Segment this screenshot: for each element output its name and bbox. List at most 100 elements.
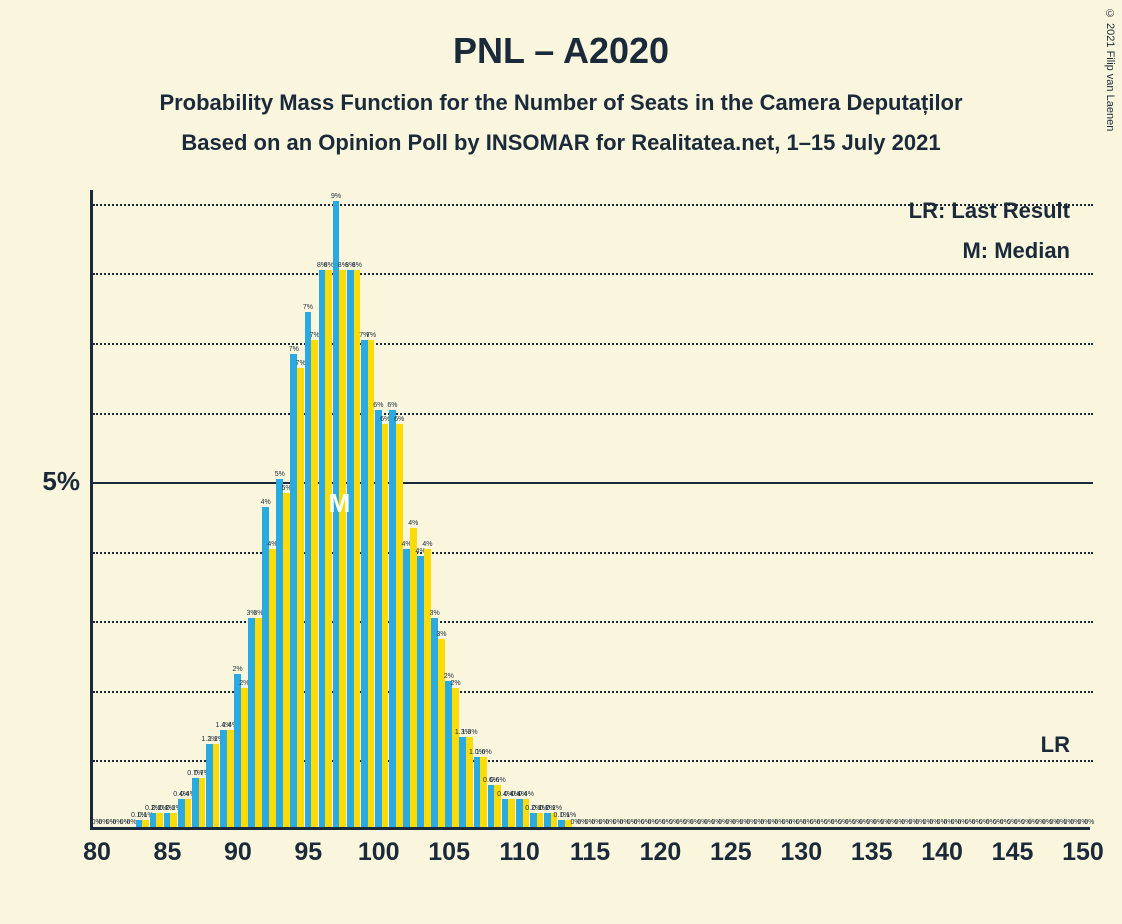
- bar-slot: 0%0%: [839, 187, 853, 827]
- bar-yellow: [354, 270, 361, 827]
- bar-slot: 0%0%: [121, 187, 135, 827]
- bar-slot: 3%3%: [431, 187, 445, 827]
- bar-blue: [178, 799, 185, 827]
- bar-yellow: [523, 799, 530, 827]
- bar-slot: 2%2%: [234, 187, 248, 827]
- bar-yellow: [255, 618, 262, 827]
- bar-slot: 0%0%: [1037, 187, 1051, 827]
- x-tick-label: 120: [640, 838, 682, 867]
- bar-slot: 0%0%: [685, 187, 699, 827]
- bar-slot: 0%0%: [642, 187, 656, 827]
- bar-slot: 0%0%: [868, 187, 882, 827]
- bar-blue: [164, 813, 171, 827]
- bar-yellow: [508, 799, 515, 827]
- bar-slot: 0%0%: [980, 187, 994, 827]
- bar-blue: [502, 799, 509, 827]
- bar-blue: [220, 730, 227, 827]
- bar-slot: 0.1%0.1%: [558, 187, 572, 827]
- bar-slot: 0.1%0.1%: [135, 187, 149, 827]
- bar-slot: 0%0%: [938, 187, 952, 827]
- bar-blue: [403, 549, 410, 827]
- bar-yellow: [410, 528, 417, 827]
- bar-slot: 0%0%: [755, 187, 769, 827]
- x-tick-label: 135: [851, 838, 893, 867]
- bar-slot: 0%0%: [825, 187, 839, 827]
- bar-slot: 0%0%: [769, 187, 783, 827]
- bar-blue: [150, 813, 157, 827]
- median-marker: M: [329, 488, 351, 519]
- bar-blue: [262, 507, 269, 827]
- bar-yellow: [185, 799, 192, 827]
- bar-yellow: [452, 688, 459, 827]
- bar-blue: [192, 778, 199, 827]
- bar-slot: 1.0%1.0%: [473, 187, 487, 827]
- bar-blue: [136, 820, 143, 827]
- x-tick-label: 130: [780, 838, 822, 867]
- bar-slot: 0%0%: [1051, 187, 1065, 827]
- bar-slot: 0%0%: [572, 187, 586, 827]
- bar-blue: [305, 312, 312, 827]
- bar-slot: 0.7%0.7%: [192, 187, 206, 827]
- bar-blue: [516, 799, 523, 827]
- chart-title: PNL – A2020: [0, 0, 1122, 72]
- y-axis-major-label: 5%: [10, 466, 80, 497]
- bar-blue: [431, 618, 438, 827]
- bar-slot: 0%0%: [797, 187, 811, 827]
- chart-subtitle-1: Probability Mass Function for the Number…: [0, 72, 1122, 116]
- bar-slot: 3%3%: [248, 187, 262, 827]
- bar-slot: 0.2%0.2%: [544, 187, 558, 827]
- bar-yellow: [480, 757, 487, 827]
- x-tick-label: 90: [224, 838, 252, 867]
- x-tick-label: 80: [83, 838, 111, 867]
- bar-blue: [530, 813, 537, 827]
- bar-slot: 7%7%: [290, 187, 304, 827]
- bar-slot: 0%0%: [924, 187, 938, 827]
- bar-blue: [290, 354, 297, 827]
- bar-slot: 0%0%: [882, 187, 896, 827]
- bar-yellow: [156, 813, 163, 827]
- x-tick-label: 110: [499, 838, 539, 867]
- bar-slot: 0%0%: [994, 187, 1008, 827]
- bar-blue: [276, 479, 283, 827]
- bar-slot: 0%0%: [727, 187, 741, 827]
- bar-slot: 0%0%: [1023, 187, 1037, 827]
- bar-blue: [206, 744, 213, 827]
- bar-yellow: [213, 744, 220, 827]
- bar-yellow: [396, 424, 403, 827]
- bar-slot: 0%0%: [670, 187, 684, 827]
- bar-slot: 0%0%: [656, 187, 670, 827]
- x-tick-label: 85: [154, 838, 182, 867]
- bar-yellow: [170, 813, 177, 827]
- bar-slot: 0.2%0.2%: [149, 187, 163, 827]
- bar-slot: 0%0%: [1079, 187, 1093, 827]
- copyright-text: © 2021 Filip van Laenen: [1104, 8, 1116, 131]
- bar-slot: 0%0%: [896, 187, 910, 827]
- bar-slot: 6%6%: [389, 187, 403, 827]
- bar-slot: 6%6%: [375, 187, 389, 827]
- bar-blue: [248, 618, 255, 827]
- bar-slot: 0%0%: [966, 187, 980, 827]
- bar-slot: 0%0%: [1008, 187, 1022, 827]
- bar-slot: 4%4%: [403, 187, 417, 827]
- bar-slot: 0%0%: [783, 187, 797, 827]
- bar-slot: 7%7%: [304, 187, 318, 827]
- bar-slot: 0%0%: [107, 187, 121, 827]
- chart-area: 0%0%0%0%0%0%0.1%0.1%0.2%0.2%0.2%0.2%0.4%…: [90, 190, 1090, 830]
- bar-slot: 1.2%1.2%: [206, 187, 220, 827]
- bar-slot: 0%0%: [811, 187, 825, 827]
- bar-blue: [417, 556, 424, 827]
- bar-slot: 0%0%: [1065, 187, 1079, 827]
- lr-label: LR: [1041, 732, 1070, 758]
- x-tick-label: 95: [294, 838, 322, 867]
- bars-container: 0%0%0%0%0%0%0.1%0.1%0.2%0.2%0.2%0.2%0.4%…: [93, 187, 1093, 827]
- bar-yellow: [438, 639, 445, 827]
- bar-yellow: [339, 270, 346, 827]
- bar-blue: [474, 757, 481, 827]
- bar-slot: 0%0%: [614, 187, 628, 827]
- x-tick-label: 145: [992, 838, 1034, 867]
- x-tick-label: 115: [570, 838, 610, 867]
- bar-blue: [347, 270, 354, 827]
- bar-blue: [375, 410, 382, 827]
- x-tick-label: 105: [428, 838, 470, 867]
- bar-slot: 4%4%: [262, 187, 276, 827]
